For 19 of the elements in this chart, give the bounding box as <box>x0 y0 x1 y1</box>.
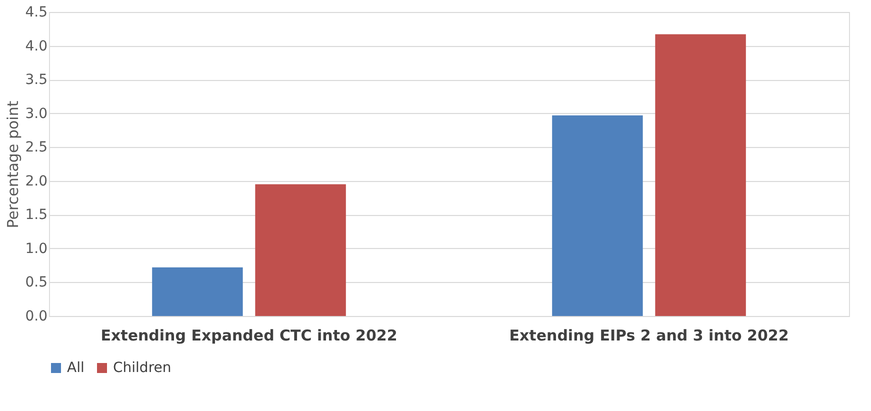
y-axis-title: Percentage point <box>4 100 22 228</box>
y-tick-label: 4.0 <box>25 38 48 54</box>
y-tick-label: 2.0 <box>25 173 48 190</box>
x-tick-label: Extending EIPs 2 and 3 into 2022 <box>509 326 789 344</box>
y-tick-label: 2.5 <box>25 140 48 156</box>
bar <box>152 267 243 316</box>
y-tick-label: 0.0 <box>25 308 48 324</box>
y-tick-label: 1.5 <box>25 207 48 224</box>
legend-label: All <box>67 360 84 376</box>
y-tick-label: 4.5 <box>25 4 48 20</box>
y-tick-label: 1.0 <box>25 240 48 257</box>
bar <box>255 184 346 316</box>
bar <box>655 34 746 316</box>
y-tick-label: 3.0 <box>25 106 48 122</box>
y-tick-label: 0.5 <box>25 274 48 291</box>
x-tick-label: Extending Expanded CTC into 2022 <box>100 326 398 344</box>
y-tick-label: 3.5 <box>25 72 48 88</box>
legend-label: Children <box>113 360 172 376</box>
bar <box>552 115 643 316</box>
